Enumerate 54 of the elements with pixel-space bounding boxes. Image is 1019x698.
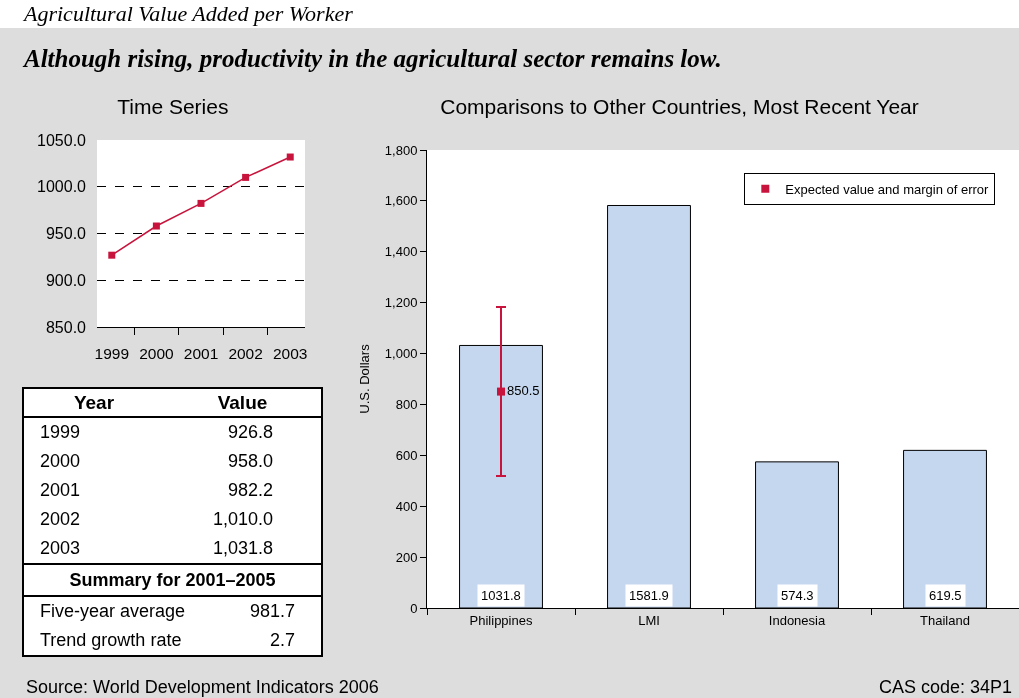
y-tick-label: 1,400 [384, 244, 418, 260]
data-label: 1031.8 [481, 588, 521, 603]
y-tick-label: 1,000 [384, 346, 418, 362]
x-tick-label: 2000 [139, 344, 175, 362]
data-label: 574.3 [781, 588, 814, 603]
source-note: Source: World Development Indicators 2006 [26, 677, 379, 698]
text: CAS code: 34P1 [878, 677, 1012, 698]
point [108, 251, 116, 259]
y-tick-label: 400 [395, 498, 418, 514]
y-axis-title: U.S. Dollars [356, 343, 372, 414]
data-label: 1581.9 [629, 588, 669, 603]
text: Year [73, 391, 115, 413]
data-label: 619.5 [929, 588, 962, 603]
chart-title: Comparisons to Other Countries, Most Recent Year [440, 95, 919, 119]
x-tick-label: 2001 [183, 344, 219, 362]
text: Five-year average [40, 601, 186, 622]
text: 2003 1,031.8 [40, 538, 273, 559]
y-tick-label: 1,800 [384, 142, 418, 158]
y-tick-label: 900.0 [45, 271, 87, 289]
y-tick-label: 800 [395, 396, 418, 412]
text: 2001 982.2 [40, 480, 273, 501]
text: 1999 926.8 [40, 422, 273, 443]
text: 2.7 [269, 630, 295, 651]
y-tick-label: 1000.0 [37, 178, 87, 196]
y-tick-label: 600 [395, 447, 418, 463]
y-tick-label: 950.0 [45, 225, 87, 243]
point [286, 153, 294, 161]
text: Agricultural Value Added per Worker [24, 1, 353, 27]
x-tick-label: Indonesia [768, 612, 826, 628]
point [242, 173, 250, 181]
data-label: 850.5 [507, 382, 540, 398]
text: Value [217, 391, 268, 413]
text: Summary for 2001–2005 [69, 569, 276, 591]
x-tick-label: 1999 [94, 344, 130, 362]
legend-label: Expected value and margin of error [785, 181, 990, 197]
x-tick-label: LMI [638, 612, 660, 628]
text: Trend growth rate [40, 630, 182, 651]
text: Although rising, productivity in the agricultural sector remains low. [24, 45, 722, 73]
point [197, 199, 205, 207]
text: 2000 958.0 [40, 451, 273, 472]
y-tick-label: 1050.0 [37, 131, 87, 149]
y-tick-label: 200 [395, 549, 418, 565]
y-tick-label: 850.0 [45, 318, 87, 336]
x-tick-label: 2002 [228, 344, 263, 362]
chart-title: Time Series [117, 95, 229, 119]
x-tick-label: Thailand [920, 612, 970, 628]
x-tick-label: Philippines [469, 612, 533, 628]
point [152, 222, 160, 230]
y-tick-label: 1,600 [384, 193, 418, 209]
text: 2002 1,010.0 [40, 509, 273, 530]
text: 981.7 [249, 601, 295, 622]
y-tick-label: 1,200 [384, 295, 418, 311]
x-tick-label: 2003 [272, 344, 308, 362]
y-tick-label: 0 [410, 600, 418, 616]
